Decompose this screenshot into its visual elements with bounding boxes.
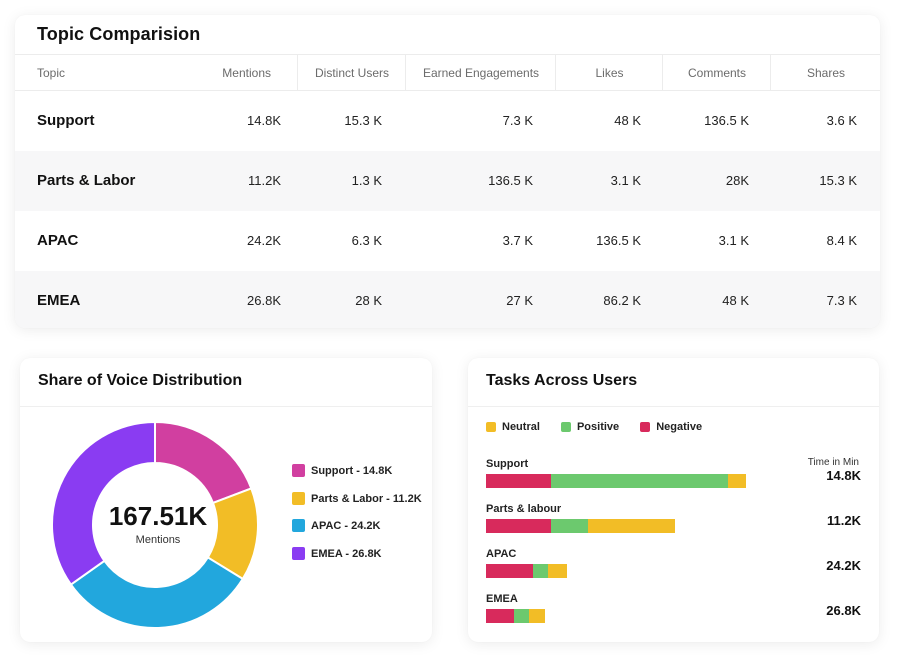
share-of-voice-title: Share of Voice Distribution	[38, 372, 243, 389]
header-comments[interactable]: Comments	[662, 55, 771, 90]
legend-label-neutral: Neutral	[502, 421, 540, 433]
legend-label-emea: EMEA - 26.8K	[311, 547, 382, 560]
row-shares: 3.6 K	[826, 113, 857, 128]
donut-total-label: Mentions	[135, 534, 181, 546]
task-label: Parts & labour	[486, 503, 562, 515]
row-earned: 136.5 K	[488, 173, 533, 188]
task-bar-negative	[486, 474, 552, 488]
task-bar-positive	[551, 474, 728, 488]
legend-item-negative[interactable]: Negative	[640, 421, 702, 433]
task-bar-negative	[486, 564, 533, 578]
row-mentions: 14.8K	[247, 113, 281, 128]
donut-chart	[51, 420, 259, 629]
legend-item-positive[interactable]: Positive	[560, 421, 620, 433]
header-mentions[interactable]: Mentions	[222, 66, 271, 80]
legend-swatch-neutral	[486, 422, 496, 432]
task-label: APAC	[486, 548, 517, 560]
task-bar-neutral	[727, 474, 747, 488]
legend-swatch-negative	[640, 422, 651, 432]
time-caption: Time in Min	[807, 457, 859, 468]
legend-swatch-emea	[292, 546, 305, 560]
legend-label-apac: APAC - 24.2K	[311, 520, 381, 532]
task-bar-positive	[551, 519, 589, 533]
row-distinct-users: 1.3 K	[351, 173, 382, 188]
row-shares: 8.4 K	[826, 233, 857, 248]
table-row[interactable]: Support 14.8K 15.3 K 7.3 K 48 K 136.5 K …	[15, 91, 880, 151]
row-likes: 86.2 K	[603, 293, 641, 308]
donut-slice-emea[interactable]	[51, 420, 156, 586]
row-mentions: 24.2K	[247, 233, 281, 248]
row-topic: APAC	[37, 232, 79, 249]
table-row[interactable]: APAC 24.2K 6.3 K 3.7 K 136.5 K 3.1 K 8.4…	[15, 211, 880, 271]
legend-label-parts-labor: Parts & Labor - 11.2K	[311, 492, 422, 505]
row-topic: EMEA	[37, 292, 81, 309]
row-shares: 7.3 K	[826, 293, 857, 308]
row-topic: Parts & Labor	[37, 172, 136, 189]
donut-total-value: 167.51K	[108, 501, 208, 531]
task-value: 26.8K	[826, 603, 861, 618]
donut-slice-apac[interactable]	[69, 556, 245, 629]
row-mentions: 11.2K	[247, 173, 281, 188]
table-row[interactable]: Parts & Labor 11.2K 1.3 K 136.5 K 3.1 K …	[15, 151, 880, 211]
task-label: Support	[486, 458, 529, 470]
task-label: EMEA	[486, 593, 518, 605]
table-row[interactable]: EMEA 26.8K 28 K 27 K 86.2 K 48 K 7.3 K	[15, 271, 880, 328]
row-distinct-users: 28 K	[355, 293, 382, 308]
topic-comparison-card: Topic Comparision Topic Mentions Distinc…	[15, 15, 880, 328]
task-bar	[486, 519, 676, 533]
header-distinct-users[interactable]: Distinct Users	[297, 55, 406, 90]
tasks-across-users-card: Tasks Across Users Neutral Positive Nega…	[468, 358, 879, 642]
legend-swatch-positive	[560, 422, 571, 432]
task-bar-neutral	[529, 609, 545, 623]
task-bar	[486, 474, 747, 488]
row-distinct-users: 15.3 K	[344, 113, 382, 128]
row-comments: 28K	[725, 173, 749, 188]
legend-item-neutral[interactable]: Neutral	[486, 421, 540, 433]
legend-label-positive: Positive	[576, 421, 620, 433]
row-likes: 3.1 K	[610, 173, 641, 188]
task-bar-neutral	[548, 564, 567, 578]
legend-label-negative: Negative	[656, 421, 703, 433]
task-value: 11.2K	[827, 513, 861, 528]
task-bar-positive	[513, 609, 530, 623]
header-shares[interactable]: Shares	[770, 55, 880, 90]
task-value: 24.2K	[826, 558, 861, 573]
tasks-legend: Neutral Positive Negative	[486, 421, 720, 433]
task-bar	[486, 609, 545, 623]
legend-swatch-support	[292, 464, 305, 477]
row-comments: 48 K	[722, 293, 749, 308]
task-bar-neutral	[588, 519, 676, 533]
row-topic: Support	[37, 112, 95, 129]
row-distinct-users: 6.3 K	[351, 233, 382, 248]
task-bar-positive	[532, 564, 548, 578]
row-earned: 27 K	[506, 293, 533, 308]
table-header: Topic Mentions Distinct Users Earned Eng…	[15, 54, 880, 91]
legend-swatch-apac	[292, 519, 305, 532]
donut-slice-support[interactable]	[154, 420, 253, 505]
task-bar	[486, 564, 567, 578]
legend-swatch-parts-labor	[292, 491, 305, 505]
task-bar-negative	[486, 609, 514, 623]
task-value: 14.8K	[826, 468, 861, 483]
row-likes: 136.5 K	[596, 233, 641, 248]
header-likes[interactable]: Likes	[555, 55, 663, 90]
row-earned: 3.7 K	[502, 233, 533, 248]
topic-comparison-title: Topic Comparision	[37, 24, 201, 44]
task-bar-negative	[486, 519, 552, 533]
divider	[20, 406, 432, 407]
row-comments: 136.5 K	[704, 113, 749, 128]
row-comments: 3.1 K	[718, 233, 749, 248]
row-likes: 48 K	[614, 113, 641, 128]
row-shares: 15.3 K	[819, 173, 857, 188]
divider	[468, 406, 879, 407]
header-topic[interactable]: Topic	[37, 66, 66, 80]
header-earned-engagements[interactable]: Earned Engagements	[405, 55, 556, 90]
row-mentions: 26.8K	[247, 293, 281, 308]
row-earned: 7.3 K	[502, 113, 533, 128]
share-of-voice-card: Share of Voice Distribution 167.51K Ment…	[20, 358, 432, 642]
legend-label-support: Support - 14.8K	[311, 465, 393, 477]
tasks-title: Tasks Across Users	[486, 372, 638, 389]
